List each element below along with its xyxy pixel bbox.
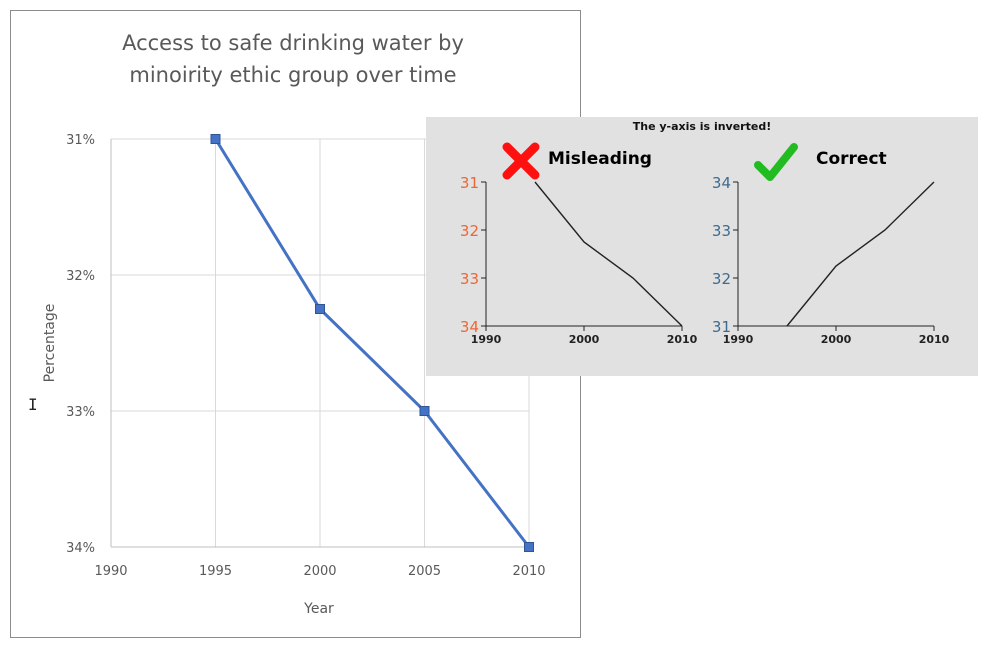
y-axis-label: Percentage [42, 304, 58, 383]
y-tick-label: 32% [66, 269, 95, 284]
y-tick-label: 34 [712, 174, 731, 192]
panel-title: The y-axis is inverted! [632, 120, 772, 133]
x-tick-label: 1990 [723, 333, 754, 346]
x-tick-label: 2010 [919, 333, 950, 346]
y-tick-label: 32 [460, 222, 479, 240]
y-tick-label: 33 [460, 270, 479, 288]
y-tick-label: 32 [712, 270, 731, 288]
series-line-path [534, 181, 683, 327]
chart-title-line-1: Access to safe drinking water by [122, 31, 464, 55]
data-point [210, 134, 221, 144]
x-tick-labels: 1990 1995 2000 2005 2010 [94, 564, 545, 579]
cross-icon [502, 142, 540, 180]
x-tick-label: 2000 [569, 333, 600, 346]
x-tick-label: 1990 [471, 333, 502, 346]
x-axis-label: Year [303, 601, 334, 617]
x-tick-label: 1990 [94, 564, 127, 579]
text-cursor-icon: I [28, 395, 38, 414]
x-tick-label: 2000 [821, 333, 852, 346]
series-line [210, 134, 534, 552]
y-tick-label: 33% [66, 405, 95, 420]
checkmark-icon [754, 143, 798, 181]
x-tick-label: 2010 [667, 333, 698, 346]
y-tick-label: 31% [66, 133, 95, 148]
x-tick-label: 1995 [199, 564, 232, 579]
y-tick-label: 31 [460, 174, 479, 192]
gridlines [110, 138, 530, 548]
misleading-label: Misleading [548, 149, 652, 169]
y-tick-label: 33 [712, 222, 731, 240]
y-tick-labels: 31% 32% 33% 34% [66, 133, 95, 556]
correct-label: Correct [816, 149, 887, 169]
series-line-path [214, 138, 531, 548]
series-line-path [786, 181, 935, 327]
data-point [419, 406, 430, 416]
x-tick-label: 2005 [408, 564, 441, 579]
y-tick-label: 34 [460, 318, 479, 336]
y-tick-label: 31 [712, 318, 731, 336]
data-point [315, 304, 325, 314]
comparison-panel: 31 32 33 34 1990 2000 2010 34 33 32 31 1990 2000 201… [426, 117, 978, 376]
y-tick-label: 34% [66, 541, 95, 556]
chart-title-line-2: minoirity ethic group over time [129, 63, 456, 87]
x-tick-label: 2010 [512, 564, 545, 579]
x-tick-label: 2000 [303, 564, 336, 579]
data-point [524, 542, 534, 552]
